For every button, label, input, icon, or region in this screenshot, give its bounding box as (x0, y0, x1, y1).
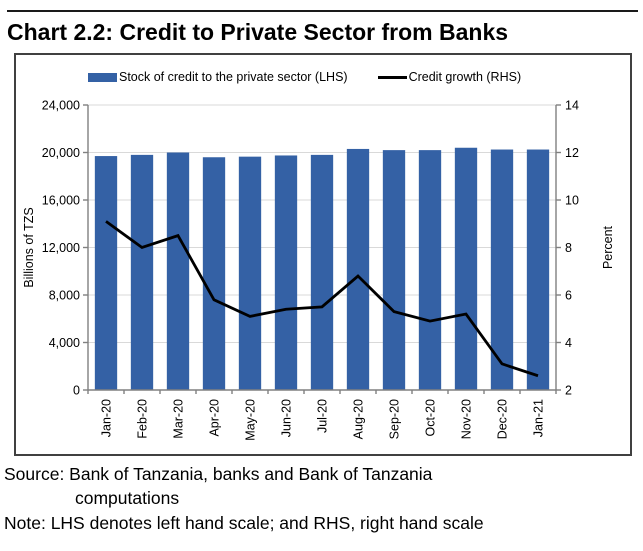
bar-Jun-20 (274, 155, 298, 390)
credit-growth-line (105, 220, 539, 378)
bar-Mar-20 (166, 152, 190, 390)
top-divider (7, 10, 638, 12)
source-note-block: Source: Bank of Tanzania, banks and Bank… (4, 462, 640, 535)
bar-Sep-20 (382, 150, 406, 390)
axis-label: 0 (73, 384, 80, 398)
axis-label: 8 (565, 241, 572, 255)
axis-label: Sep-20 (388, 399, 402, 439)
bar-Apr-20 (202, 157, 226, 390)
axis-label: Oct-20 (424, 399, 438, 437)
note-text: Note: LHS denotes left hand scale; and R… (4, 513, 484, 533)
source-text-line2: computations (75, 488, 180, 508)
bar-May-20 (238, 156, 262, 390)
axis-label: 2 (565, 384, 572, 398)
axis-label: Nov-20 (460, 399, 474, 439)
axis-label: Aug-20 (352, 399, 366, 439)
axis-label: 10 (565, 194, 579, 208)
axis-label: 6 (565, 289, 572, 303)
chart-container: Stock of credit to the private sector (L… (14, 53, 632, 456)
combo-chart: 0 4,000 8,000 12,000 16,000 20,000 24,000 2 4 6 8 1… (22, 99, 615, 441)
axis-label: 24,000 (42, 99, 80, 113)
bar-Aug-20 (346, 148, 370, 390)
axis-label: Jan-21 (532, 399, 546, 437)
axis-label: Jun-20 (280, 399, 294, 437)
axis-label: 4 (565, 336, 572, 350)
legend-item-bars: Stock of credit to the private sector (L… (88, 70, 348, 84)
bar-Nov-20 (454, 147, 478, 390)
axis-label: Percent (601, 225, 615, 269)
legend-line-label: Credit growth (RHS) (408, 70, 522, 84)
axis-label: Jul-20 (316, 399, 330, 433)
axis-label: Mar-20 (172, 399, 186, 439)
source-text-line1: Source: Bank of Tanzania, banks and Bank… (4, 464, 433, 484)
axis-label: Jan-20 (100, 399, 114, 437)
legend-line-swatch-icon (377, 75, 407, 79)
axis-label: May-20 (244, 399, 258, 441)
bar-Oct-20 (418, 150, 442, 390)
axis-label: 12,000 (42, 241, 80, 255)
axis-label: Dec-20 (496, 399, 510, 439)
bar-Feb-20 (130, 154, 154, 390)
bar-Dec-20 (490, 149, 514, 390)
axis-label: 12 (565, 146, 579, 160)
legend: Stock of credit to the private sector (L… (16, 55, 630, 89)
legend-bar-swatch-icon (88, 72, 117, 82)
bar-Jul-20 (310, 154, 334, 390)
bar-Jan-21 (526, 149, 550, 390)
legend-bar-label: Stock of credit to the private sector (L… (119, 70, 348, 84)
axis-label: 14 (565, 99, 579, 113)
axis-label: Billions of TZS (22, 207, 36, 287)
axis-label: Feb-20 (136, 399, 150, 439)
axis-label: 4,000 (49, 336, 80, 350)
legend-item-line: Credit growth (RHS) (377, 70, 522, 84)
bar-Jan-20 (94, 156, 118, 390)
axis-label: 16,000 (42, 194, 80, 208)
chart-title: Chart 2.2: Credit to Private Sector from… (7, 19, 509, 45)
axis-label: 20,000 (42, 146, 80, 160)
axis-label: 8,000 (49, 289, 80, 303)
axis-label: Apr-20 (208, 399, 222, 437)
